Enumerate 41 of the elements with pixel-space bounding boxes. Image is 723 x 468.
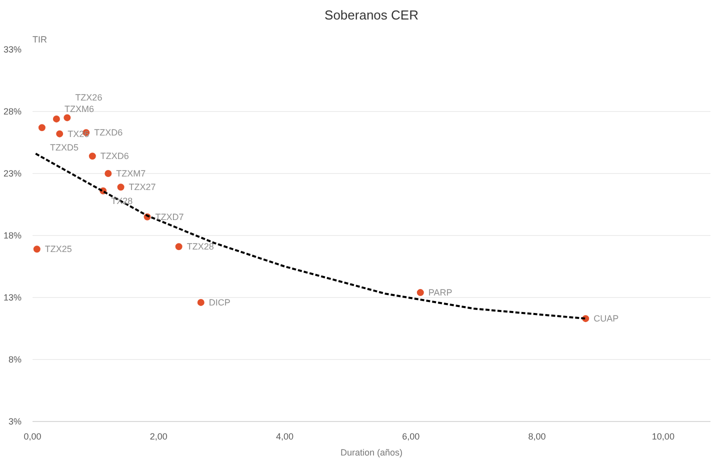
point	[52, 115, 60, 122]
annotation: PARP	[428, 288, 452, 298]
x-tick-label: 8,00	[528, 432, 546, 442]
x-tick-label: 2,00	[150, 432, 168, 442]
annotation: TZXD7	[155, 212, 184, 222]
x-tick-label: 4,00	[276, 432, 294, 442]
y-tick-label: 3%	[8, 416, 22, 426]
point	[117, 184, 124, 191]
point	[88, 152, 96, 160]
annotation: TZX26	[75, 92, 102, 103]
y-tick-label: 8%	[8, 354, 22, 364]
x-tick-label: 6,00	[402, 432, 420, 442]
annotation: TX26	[68, 128, 90, 139]
point	[33, 246, 40, 253]
chart-title: Soberanos CER	[324, 8, 418, 22]
y-tick-label: 28%	[3, 106, 22, 116]
y-tick-label: 13%	[3, 292, 22, 302]
x-tick-label: 10,00	[652, 432, 674, 442]
annotation: TZX28	[186, 242, 214, 252]
annotation: TZX27	[128, 182, 156, 192]
annotation: TZXM6	[64, 104, 94, 114]
annotation: TZXD5	[50, 142, 78, 153]
point	[38, 124, 46, 132]
point	[197, 298, 204, 306]
point	[175, 243, 182, 250]
point	[416, 289, 424, 296]
y-axis-title: TIR	[32, 34, 48, 44]
annotation: TZXM7	[116, 168, 146, 178]
point	[64, 114, 71, 122]
x-tick-label: 0,00	[24, 432, 42, 442]
y-tick-label: 18%	[3, 230, 22, 240]
annotation: DICP	[208, 297, 230, 308]
annotation: TZXD6	[100, 151, 129, 162]
point	[104, 170, 112, 177]
annotation: TZX25	[44, 244, 72, 254]
annotation: CUAP	[594, 314, 619, 324]
y-tick-label: 33%	[3, 44, 22, 54]
annotation: TZXD6	[94, 128, 123, 138]
x-axis-title: Duration (años)	[340, 448, 403, 458]
y-tick-label: 23%	[3, 168, 22, 178]
point	[56, 130, 64, 138]
